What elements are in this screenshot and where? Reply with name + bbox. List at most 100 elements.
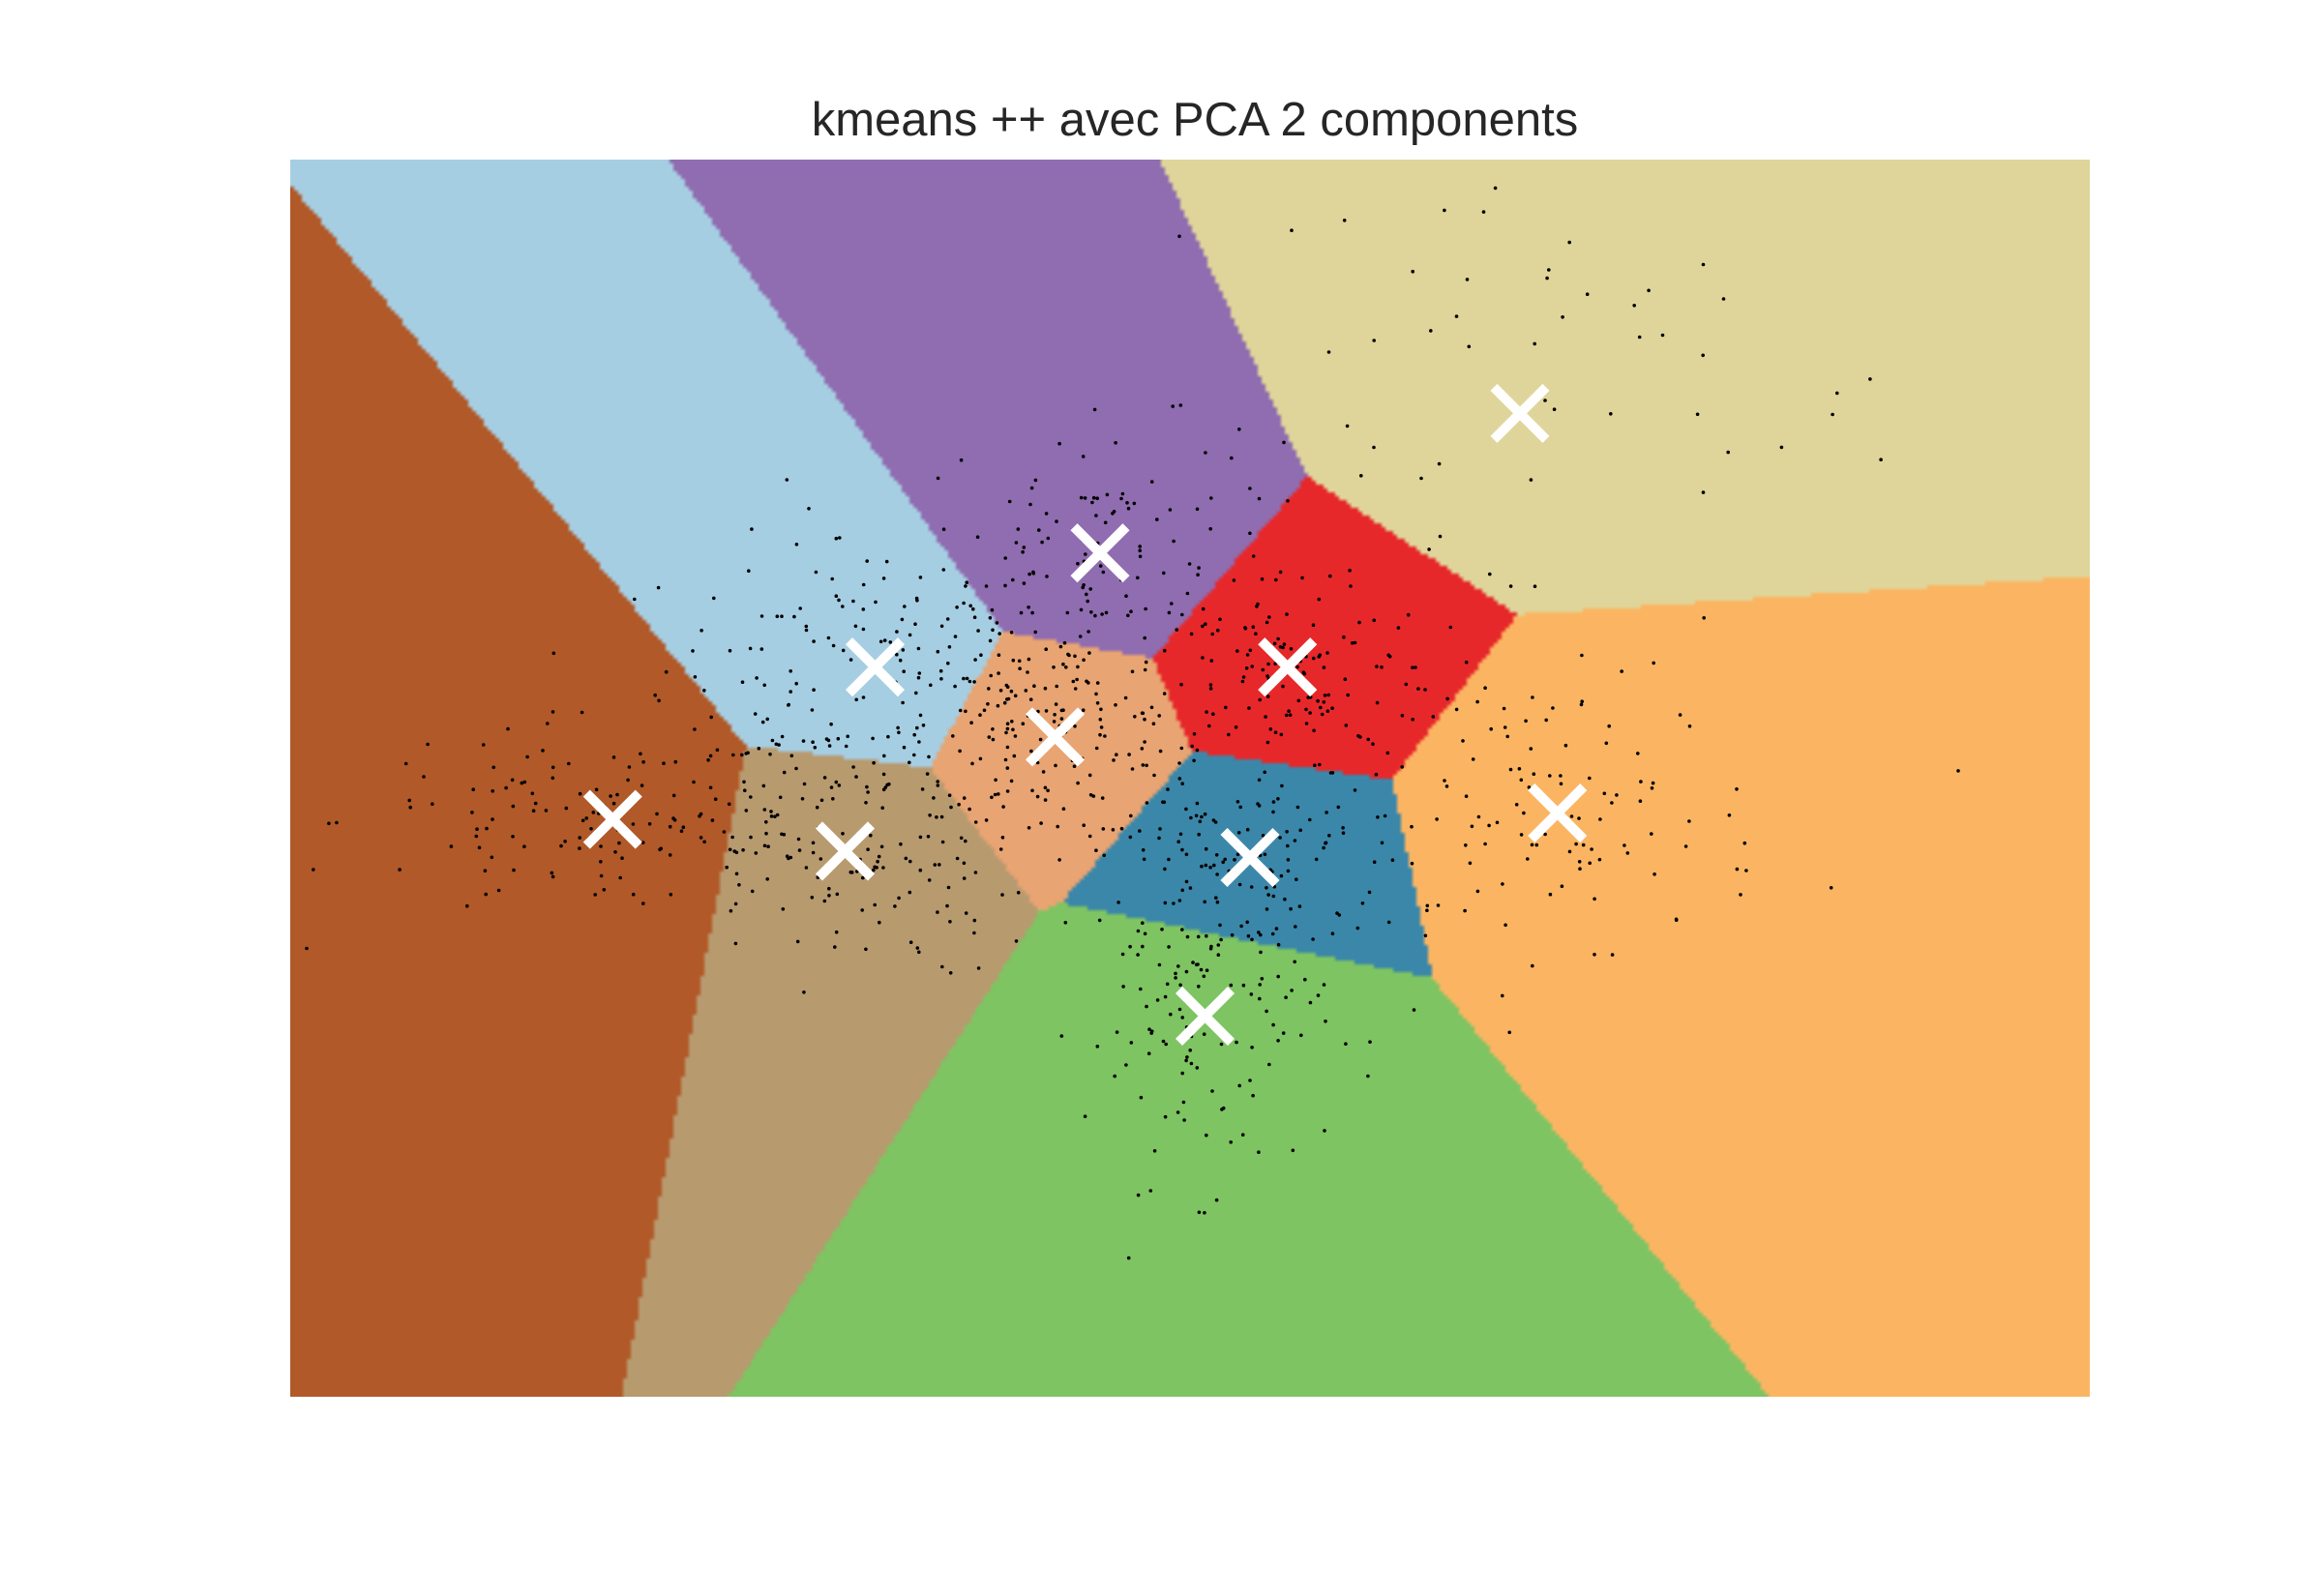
data-point	[1119, 496, 1123, 501]
data-point	[1027, 657, 1031, 662]
data-point	[1651, 781, 1655, 785]
data-point	[1879, 458, 1883, 462]
data-point	[946, 661, 950, 665]
data-point	[1326, 350, 1331, 354]
data-point	[1141, 763, 1146, 767]
data-point	[1265, 740, 1270, 745]
data-point	[780, 614, 784, 618]
data-point	[1345, 424, 1350, 429]
data-point	[1260, 576, 1265, 581]
data-point	[1304, 722, 1309, 725]
data-point	[1144, 660, 1148, 665]
data-point	[1177, 234, 1181, 239]
data-point	[1273, 730, 1278, 734]
data-point	[926, 835, 931, 839]
data-point	[936, 780, 939, 783]
data-point	[1721, 297, 1726, 301]
data-point	[1178, 832, 1183, 837]
data-point	[968, 604, 972, 608]
data-point	[1289, 906, 1293, 911]
data-point	[1161, 1039, 1166, 1044]
data-point	[1508, 584, 1513, 588]
data-point	[1120, 952, 1125, 957]
data-point	[802, 990, 806, 994]
data-point	[1087, 773, 1092, 778]
data-point	[958, 749, 962, 754]
data-point	[1353, 788, 1357, 792]
data-point	[744, 752, 748, 755]
data-point	[1272, 641, 1277, 646]
data-point	[1501, 882, 1504, 886]
data-point	[1625, 851, 1630, 855]
data-point	[1076, 561, 1080, 566]
data-point	[1533, 341, 1536, 346]
centroid-markers	[582, 383, 1588, 1046]
data-point	[1278, 836, 1282, 840]
data-point	[1308, 1000, 1313, 1005]
data-point	[854, 697, 858, 702]
data-point	[1098, 732, 1102, 737]
data-point	[939, 624, 944, 629]
data-point	[1435, 817, 1439, 821]
data-point	[947, 645, 952, 649]
data-point	[881, 866, 885, 870]
data-point	[491, 789, 495, 793]
data-point	[1180, 847, 1184, 852]
data-point	[1632, 304, 1636, 308]
data-point	[1056, 824, 1059, 829]
data-point	[987, 687, 991, 691]
data-point	[964, 839, 968, 843]
data-point	[1383, 813, 1387, 818]
data-point	[1082, 658, 1086, 663]
data-point	[1030, 610, 1034, 615]
data-point	[903, 605, 907, 608]
data-point	[921, 724, 926, 727]
data-point	[769, 814, 774, 818]
data-point	[810, 896, 815, 900]
data-point	[804, 628, 809, 633]
data-point	[1093, 613, 1097, 618]
data-point	[1461, 739, 1465, 743]
data-point	[1548, 892, 1553, 897]
data-point	[1567, 240, 1571, 245]
data-point	[965, 676, 969, 681]
data-point	[1189, 815, 1193, 820]
data-point	[962, 601, 966, 606]
data-point	[1248, 648, 1253, 653]
data-point	[1187, 562, 1192, 566]
data-point	[1087, 681, 1090, 685]
data-point	[679, 829, 684, 833]
data-point	[1735, 787, 1739, 791]
data-point	[916, 675, 921, 680]
data-point	[1410, 824, 1414, 829]
data-point	[990, 795, 994, 800]
data-point	[1322, 845, 1325, 850]
data-point	[1266, 893, 1270, 897]
data-point	[1260, 977, 1265, 981]
data-point	[1245, 827, 1250, 832]
data-point	[1191, 961, 1195, 964]
data-point	[609, 794, 612, 798]
data-point	[796, 837, 801, 842]
data-point	[1271, 1022, 1275, 1027]
data-point	[1058, 644, 1063, 649]
data-point	[1152, 773, 1156, 778]
data-point	[647, 822, 652, 826]
data-point	[1359, 474, 1363, 478]
data-point	[631, 822, 636, 826]
data-point	[996, 703, 1000, 708]
data-point	[1016, 527, 1021, 531]
data-point	[851, 765, 855, 769]
data-point	[1233, 858, 1236, 862]
data-point	[559, 843, 563, 848]
data-point	[1503, 725, 1507, 729]
data-point	[1396, 626, 1401, 630]
data-point	[491, 817, 494, 821]
data-point	[1105, 492, 1110, 497]
data-point	[658, 847, 662, 852]
data-point	[702, 689, 706, 693]
data-point	[750, 889, 755, 894]
data-point	[1143, 931, 1147, 936]
data-point	[1501, 993, 1504, 998]
data-point	[975, 535, 980, 539]
